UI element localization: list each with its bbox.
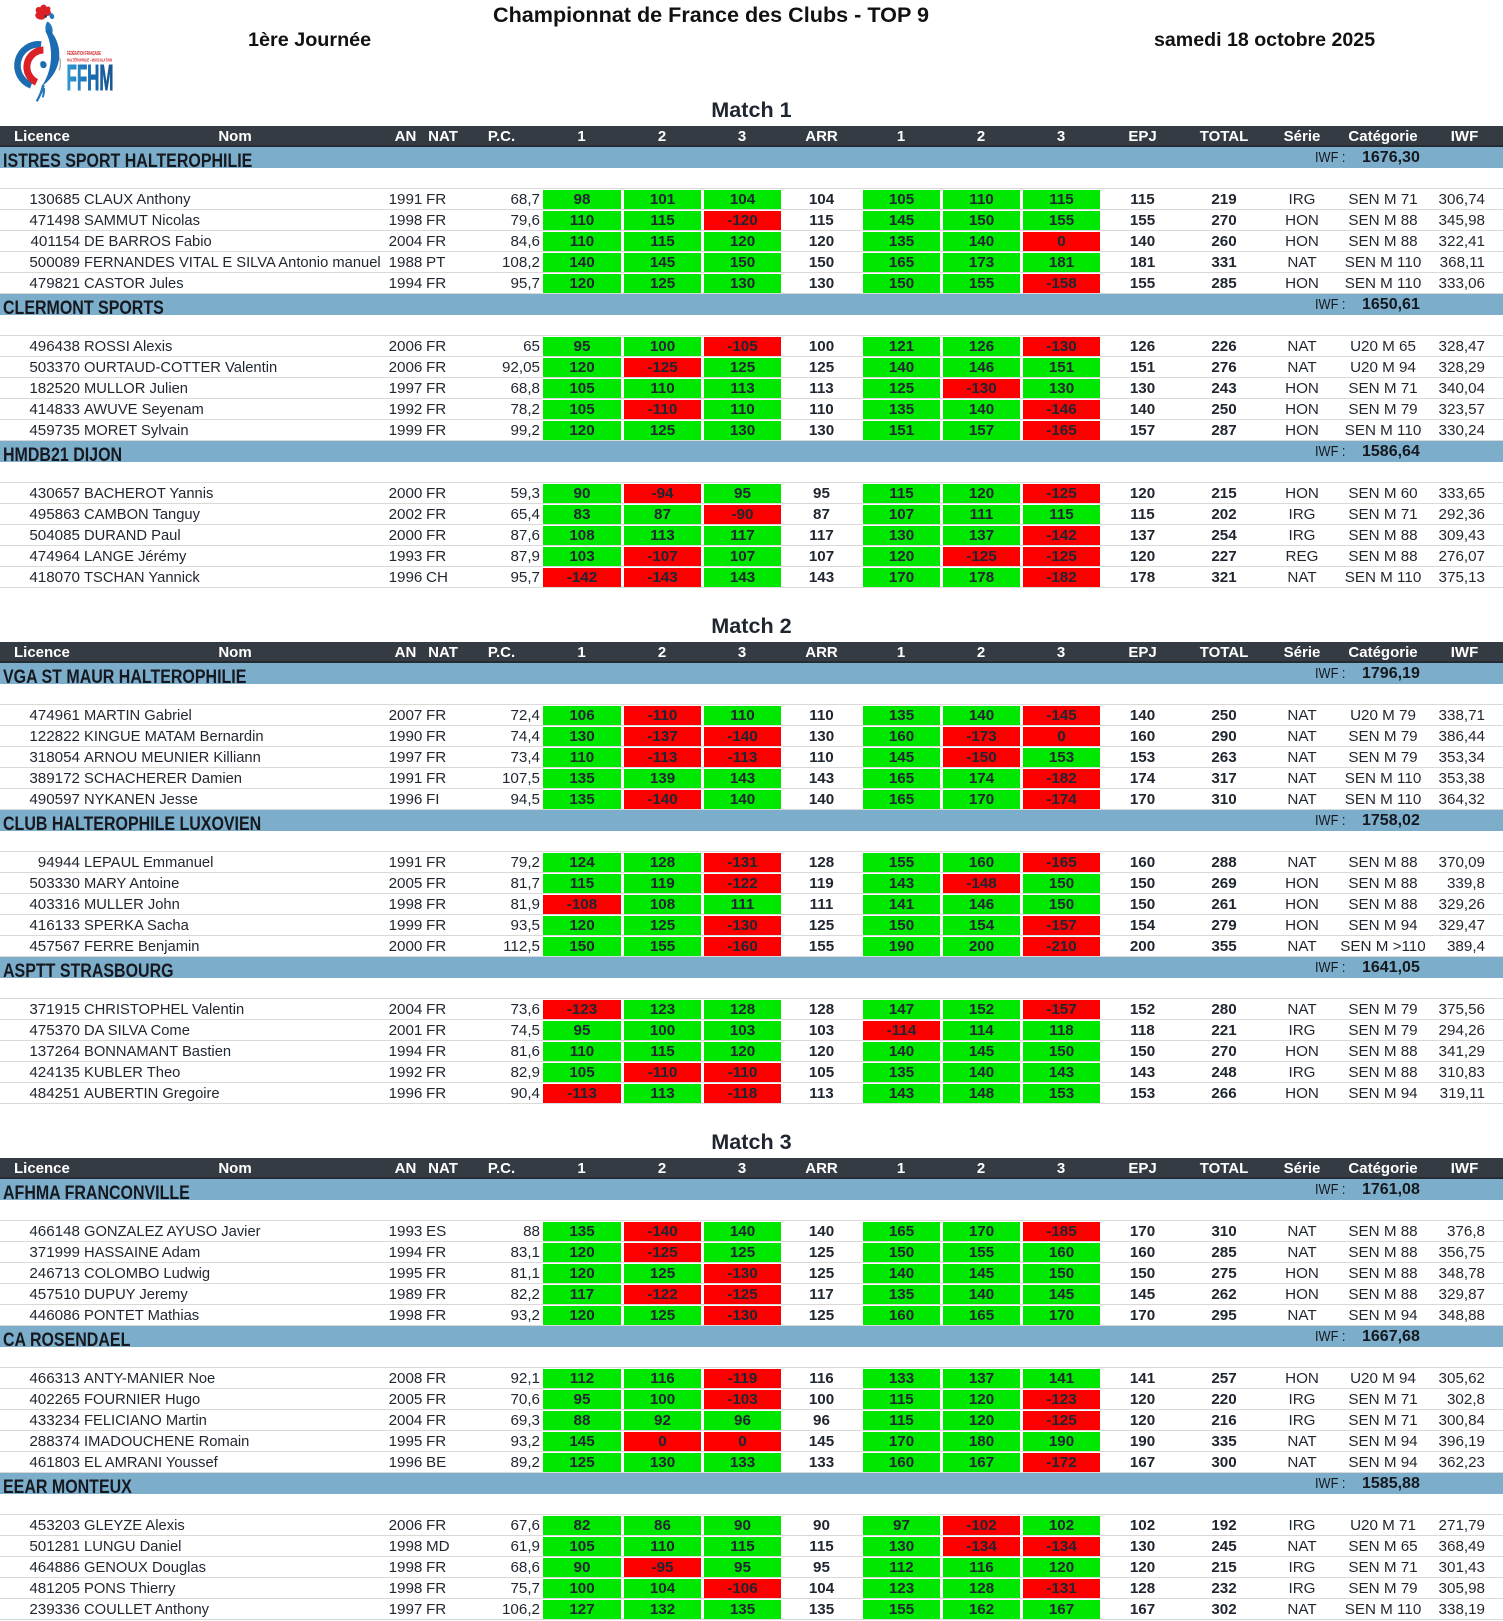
svg-text:FÉDÉRATION FRANÇAISE: FÉDÉRATION FRANÇAISE	[67, 49, 101, 57]
svg-text:HALTÉROPHILIE - MUSCULATION: HALTÉROPHILIE - MUSCULATION	[67, 55, 112, 62]
svg-text:FFHM: FFHM	[67, 57, 114, 98]
